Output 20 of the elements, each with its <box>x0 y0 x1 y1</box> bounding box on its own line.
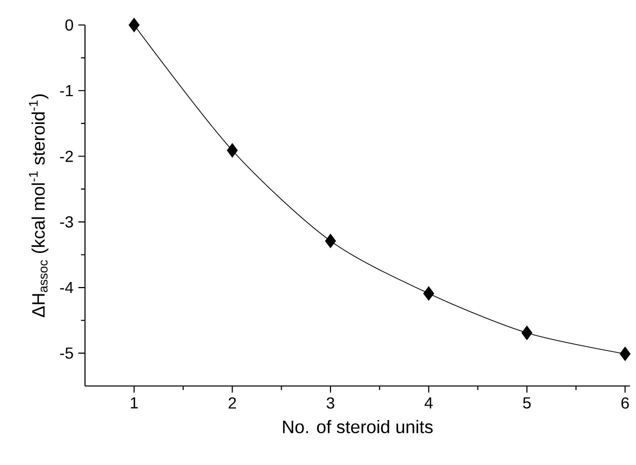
x-tick-label: 4 <box>424 397 433 408</box>
x-tick-label: 1 <box>130 397 138 408</box>
x-tick-label: 3 <box>326 397 334 409</box>
y-tick-label: -2 <box>60 150 73 162</box>
y-axis-title: ΔH$_{assoc}$ (kcal mol$^{-1}$ steroid$^{-1}$) <box>29 94 48 318</box>
x-axis-title: No. of steroid units <box>283 420 433 434</box>
x-tick-label: 6 <box>621 397 629 409</box>
point <box>226 143 238 158</box>
point <box>423 286 434 301</box>
y-tick-label: -1 <box>60 85 73 96</box>
x-tick-label: 5 <box>523 397 531 409</box>
y-tick-label: -4 <box>60 282 74 294</box>
point <box>521 326 532 340</box>
y-tick-label: -5 <box>60 348 73 359</box>
x-tick-label: 2 <box>228 397 236 409</box>
point <box>128 18 140 32</box>
y-tick-label: 0 <box>65 19 74 31</box>
point <box>620 346 631 362</box>
point <box>325 234 336 248</box>
y-tick-label: -3 <box>60 216 73 228</box>
